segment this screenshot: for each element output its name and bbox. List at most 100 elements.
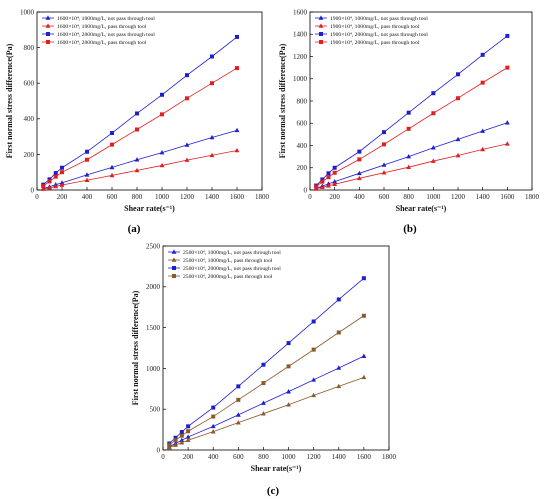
data-point: [159, 162, 165, 168]
panel-label: (a): [128, 223, 141, 235]
y-axis-label: First normal stress difference(Pa): [278, 43, 287, 158]
x-tick-label: 600: [107, 193, 118, 201]
y-tick-label: 200: [24, 151, 35, 159]
data-point: [455, 152, 461, 158]
data-point: [286, 389, 291, 394]
chart-panel-1: 0 200 400 600 800 1000 1200 1400 1600 1800 0 200 400…: [278, 8, 540, 235]
data-point: [110, 142, 114, 147]
x-axis-label: Shear rate(s⁻¹): [124, 204, 175, 213]
data-point: [185, 73, 189, 78]
x-tick-label: 600: [233, 453, 244, 461]
data-point: [326, 175, 331, 180]
data-point: [173, 442, 178, 447]
data-point: [336, 365, 342, 370]
data-point: [314, 184, 319, 189]
legend-entry: 1600×10⁴, 1000mg/L, not pass through too…: [57, 16, 155, 22]
data-point: [357, 149, 362, 154]
data-point: [160, 112, 164, 117]
data-point: [311, 347, 316, 352]
y-tick-label: 1000: [293, 75, 308, 83]
legend-marker: [171, 249, 177, 254]
data-point: [59, 182, 65, 187]
series-line: [169, 315, 365, 446]
data-point: [134, 157, 140, 162]
y-tick-label: 800: [24, 44, 35, 52]
data-point: [179, 437, 185, 443]
legend-marker: [319, 40, 323, 44]
y-tick-label: 1400: [293, 31, 308, 39]
data-point: [286, 402, 291, 407]
data-point: [319, 184, 325, 190]
data-point: [406, 110, 411, 115]
data-point: [332, 170, 337, 175]
x-axis-label: Shear rate(s⁻¹): [251, 464, 302, 473]
chart-panel-0: 0 200 400 600 800 1000 1200 1400 1600 1800 0 200 400…: [5, 8, 270, 235]
y-tick-label: 1600: [293, 8, 308, 16]
series-line: [316, 122, 508, 189]
data-point: [326, 171, 331, 176]
data-point: [167, 443, 172, 448]
data-point: [480, 80, 485, 85]
data-point: [326, 183, 331, 188]
data-point: [361, 353, 367, 358]
data-point: [53, 174, 58, 179]
x-tick-label: 1800: [255, 193, 270, 201]
series-line: [316, 143, 508, 190]
data-point: [406, 164, 412, 169]
x-tick-label: 1000: [426, 193, 441, 201]
data-point: [336, 297, 341, 302]
data-point: [209, 134, 215, 140]
data-point: [356, 170, 362, 176]
y-tick-label: 2500: [146, 242, 161, 250]
legend-marker: [172, 266, 176, 270]
data-point: [135, 111, 139, 116]
data-point: [332, 179, 338, 184]
x-tick-label: 600: [379, 193, 390, 201]
legend-entry: 2500×10⁴, 1000mg/L, pass through tool: [183, 258, 273, 264]
x-tick-label: 1400: [205, 193, 220, 201]
x-tick-label: 200: [183, 453, 194, 461]
data-point: [261, 362, 266, 367]
data-point: [135, 127, 139, 132]
data-point: [211, 405, 216, 410]
plot-frame: [309, 11, 533, 191]
data-point: [381, 170, 387, 175]
data-point: [186, 424, 191, 429]
data-point: [179, 430, 184, 435]
data-point: [185, 96, 189, 101]
data-point: [186, 429, 191, 434]
data-point: [235, 66, 239, 71]
series-line: [315, 67, 508, 187]
data-point: [455, 136, 461, 142]
data-point: [179, 433, 184, 438]
y-tick-label: 0: [31, 186, 35, 194]
data-point: [60, 165, 64, 170]
y-tick-label: 1000: [146, 365, 161, 373]
series-line: [169, 376, 365, 448]
data-point: [430, 158, 436, 163]
x-tick-label: 1400: [332, 453, 347, 461]
data-point: [504, 141, 510, 146]
x-tick-label: 400: [82, 193, 93, 201]
data-point: [261, 411, 266, 416]
data-point: [261, 400, 266, 405]
y-tick-label: 2000: [146, 283, 161, 291]
y-tick-label: 400: [297, 142, 308, 150]
data-point: [336, 330, 341, 335]
x-tick-label: 0: [161, 453, 165, 461]
data-point: [185, 434, 191, 439]
y-tick-label: 0: [157, 446, 161, 454]
data-point: [320, 177, 325, 182]
data-point: [166, 444, 172, 450]
data-point: [480, 128, 486, 133]
data-point: [236, 397, 241, 402]
y-tick-label: 1200: [293, 53, 308, 61]
data-point: [210, 423, 216, 429]
data-point: [110, 131, 114, 136]
series-line: [169, 355, 365, 448]
data-point: [480, 52, 485, 57]
data-point: [234, 147, 240, 153]
data-point: [185, 437, 191, 443]
data-point: [209, 152, 215, 158]
